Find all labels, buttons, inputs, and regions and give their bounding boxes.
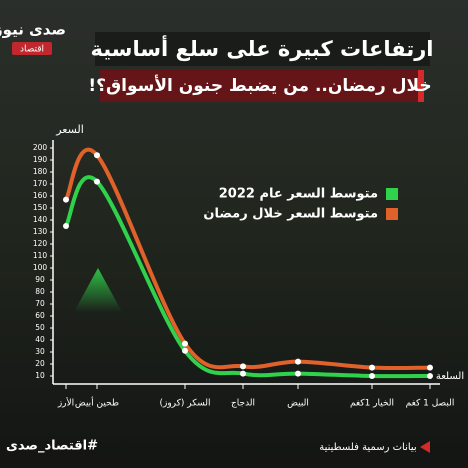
y-tick-label: 100 <box>33 263 48 272</box>
point <box>63 196 69 203</box>
y-tick-label: 160 <box>33 191 48 200</box>
legend-label: متوسط السعر عام 2022 <box>219 187 378 202</box>
y-tick-label: 40 <box>35 335 45 344</box>
y-tick-label: 200 <box>33 143 48 152</box>
chart-subtitle: خلال رمضان.. من يضبط جنون الأسواق؟! <box>88 75 431 96</box>
y-axis-label: السعر <box>55 123 84 136</box>
y-tick-label: 60 <box>35 311 45 320</box>
hashtag: #اقتصاد_صدى <box>6 439 98 454</box>
x-tick-label: البيض <box>287 399 309 409</box>
section-badge <box>12 42 52 55</box>
source: بيانات رسمية فلسطينية <box>319 442 416 453</box>
x-tick-label: السكر (كروز) <box>159 399 210 409</box>
y-tick-label: 150 <box>33 203 48 212</box>
x-tick-label: الدجاج <box>231 399 255 409</box>
point <box>295 370 301 377</box>
point <box>182 340 188 347</box>
point <box>240 363 246 370</box>
y-tick-label: 80 <box>35 287 45 296</box>
x-tick-label: الخيار 1كغم <box>350 399 394 409</box>
point <box>369 364 375 371</box>
source-marker <box>420 441 430 453</box>
point <box>427 364 433 371</box>
point <box>94 178 100 185</box>
point <box>94 152 100 159</box>
legend-swatch <box>386 188 398 200</box>
y-tick-label: 90 <box>35 275 45 284</box>
y-tick-label: 190 <box>33 155 48 164</box>
point <box>369 373 375 379</box>
x-tick-label: البصل 1 كغم <box>406 399 455 409</box>
y-tick-label: 120 <box>33 239 48 248</box>
y-tick-label: 110 <box>33 251 48 260</box>
y-tick-label: 130 <box>33 227 48 236</box>
decor-triangle <box>74 268 122 312</box>
chart-title: ارتفاعات كبيرة على سلع أساسية <box>91 34 434 61</box>
x-tick-label: الأرز <box>57 397 74 409</box>
point <box>63 223 69 229</box>
point <box>427 373 433 379</box>
y-tick-label: 140 <box>33 215 48 224</box>
y-tick-label: 180 <box>33 167 48 176</box>
y-tick-label: 10 <box>35 371 45 380</box>
title-banner <box>95 32 430 66</box>
section: اقتصاد <box>20 45 44 55</box>
x-axis-label: السلعة <box>436 371 464 382</box>
y-tick-label: 20 <box>35 359 45 368</box>
y-tick-label: 70 <box>35 299 45 308</box>
legend-swatch <box>386 208 398 220</box>
y-tick-label: 170 <box>33 179 48 188</box>
y-tick-label: 30 <box>35 347 45 356</box>
point <box>182 347 188 354</box>
x-tick-label: طحين أبيض <box>75 397 119 409</box>
point <box>295 358 301 365</box>
subtitle-banner <box>100 70 424 102</box>
brand: صدى نيوز <box>0 21 66 39</box>
y-tick-label: 50 <box>35 323 45 332</box>
legend-label: متوسط السعر خلال رمضان <box>203 207 378 222</box>
subtitle-accent <box>418 70 424 102</box>
point <box>240 370 246 377</box>
